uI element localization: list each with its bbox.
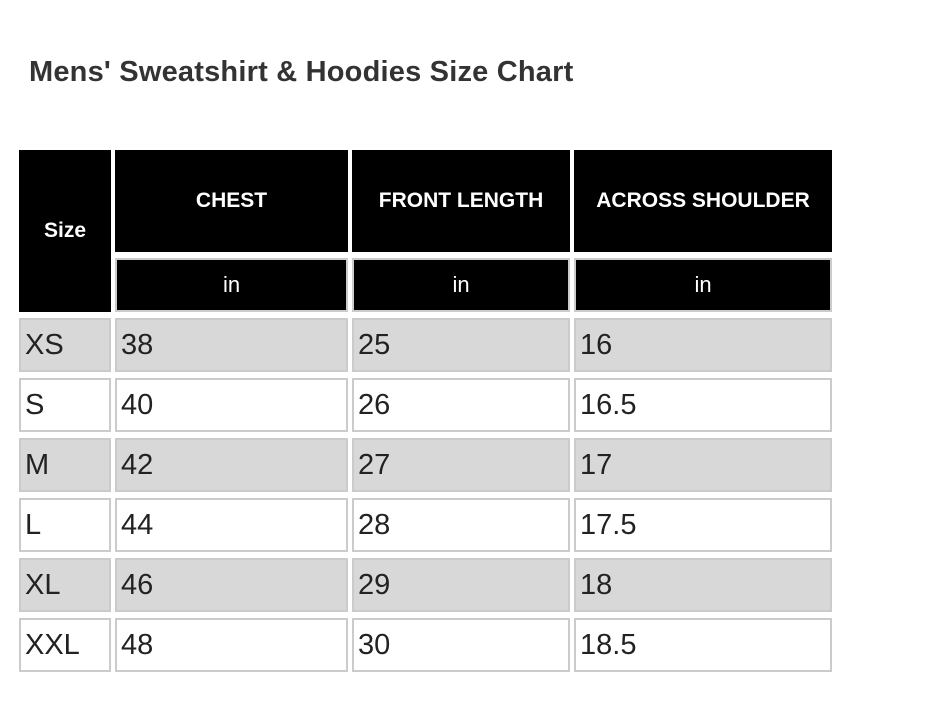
front-length-cell: 29	[352, 558, 570, 612]
chest-cell: 42	[115, 438, 348, 492]
size-cell: XS	[19, 318, 111, 372]
column-header-chest: CHEST	[115, 150, 348, 252]
size-cell: M	[19, 438, 111, 492]
column-header-across-shoulder: ACROSS SHOULDER	[574, 150, 832, 252]
size-cell: XXL	[19, 618, 111, 672]
front-length-cell: 25	[352, 318, 570, 372]
front-length-cell: 27	[352, 438, 570, 492]
chest-cell: 40	[115, 378, 348, 432]
unit-cell-across-shoulder: in	[574, 258, 832, 312]
across-shoulder-cell: 17.5	[574, 498, 832, 552]
table-row-m: M 42 27 17	[19, 438, 832, 492]
table-row-s: S 40 26 16.5	[19, 378, 832, 432]
front-length-cell: 28	[352, 498, 570, 552]
table-row-xxl: XXL 48 30 18.5	[19, 618, 832, 672]
unit-row: in in in	[19, 258, 832, 312]
size-cell: XL	[19, 558, 111, 612]
size-chart-table: Size CHEST FRONT LENGTH ACROSS SHOULDER …	[15, 144, 836, 678]
across-shoulder-cell: 16	[574, 318, 832, 372]
page-title: Mens' Sweatshirt & Hoodies Size Chart	[29, 56, 574, 88]
unit-cell-chest: in	[115, 258, 348, 312]
chest-cell: 48	[115, 618, 348, 672]
across-shoulder-cell: 17	[574, 438, 832, 492]
table-row-xl: XL 46 29 18	[19, 558, 832, 612]
front-length-cell: 30	[352, 618, 570, 672]
size-cell: L	[19, 498, 111, 552]
column-header-front-length: FRONT LENGTH	[352, 150, 570, 252]
across-shoulder-cell: 18.5	[574, 618, 832, 672]
header-row: Size CHEST FRONT LENGTH ACROSS SHOULDER	[19, 150, 832, 312]
column-header-size: Size	[19, 150, 111, 312]
size-cell: S	[19, 378, 111, 432]
chest-cell: 38	[115, 318, 348, 372]
across-shoulder-cell: 18	[574, 558, 832, 612]
across-shoulder-cell: 16.5	[574, 378, 832, 432]
front-length-cell: 26	[352, 378, 570, 432]
table-row-xs: XS 38 25 16	[19, 318, 832, 372]
chest-cell: 46	[115, 558, 348, 612]
chest-cell: 44	[115, 498, 348, 552]
table-row-l: L 44 28 17.5	[19, 498, 832, 552]
unit-cell-front-length: in	[352, 258, 570, 312]
